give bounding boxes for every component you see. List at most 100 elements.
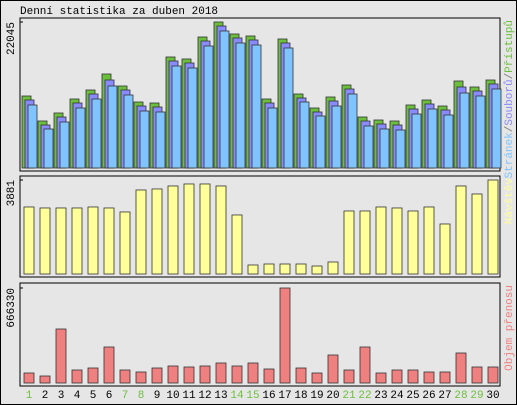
x-tick-label: 10 [166, 390, 179, 402]
x-tick-label: 29 [470, 390, 483, 402]
bar [183, 366, 195, 384]
x-tick-label: 1 [26, 390, 33, 402]
x-tick-label: 23 [374, 390, 387, 402]
bar [471, 366, 483, 384]
bar [71, 207, 83, 275]
bar [55, 328, 67, 384]
bar [343, 369, 355, 384]
legend: Stránek/Souborů/Přístupů [503, 20, 516, 178]
x-tick-label: 14 [230, 390, 244, 402]
bar [327, 261, 339, 275]
x-tick-label: 26 [422, 390, 435, 402]
bar [471, 193, 483, 275]
bar [87, 367, 99, 384]
panel [19, 175, 501, 278]
bar [135, 371, 147, 384]
chart-title: Denní statistika za duben 2018 [20, 6, 218, 18]
bar [347, 93, 358, 169]
bar [359, 346, 371, 384]
bar [439, 371, 451, 384]
bar [155, 111, 166, 169]
x-tick-label: 4 [74, 390, 81, 402]
bar [23, 372, 35, 384]
bar [119, 369, 131, 384]
x-tick-label: 16 [262, 390, 275, 402]
bar [331, 105, 342, 169]
bar [455, 185, 467, 275]
x-tick-label: 2 [42, 390, 49, 402]
x-tick-label: 11 [182, 390, 196, 402]
bar [151, 367, 163, 384]
bar [123, 94, 134, 169]
bar [75, 107, 86, 169]
bar [167, 365, 179, 384]
x-tick-label: 27 [438, 390, 451, 402]
bar [299, 101, 310, 169]
legend-separator: / [504, 73, 516, 80]
panel [19, 282, 501, 387]
bar [343, 210, 355, 275]
legend: Objem přenosu [504, 285, 516, 371]
bar [407, 210, 419, 275]
bar [39, 375, 51, 384]
bar [55, 207, 67, 275]
bar [135, 189, 147, 275]
bar [107, 85, 118, 169]
y-tick-label: 666330 [6, 288, 18, 328]
bar [235, 42, 246, 169]
bar [43, 128, 54, 169]
x-tick-label: 3 [58, 390, 65, 402]
bar [391, 369, 403, 384]
bar [215, 362, 227, 384]
bar [315, 115, 326, 169]
x-tick-label: 9 [154, 390, 161, 402]
bar [199, 365, 211, 384]
y-tick-label: 3881 [6, 180, 18, 207]
bar [167, 185, 179, 275]
bar [151, 188, 163, 275]
bar [267, 107, 278, 169]
bar [423, 371, 435, 384]
legend-entry: Souborů [503, 79, 516, 125]
bar [459, 92, 470, 169]
bar [407, 369, 419, 384]
bar [203, 45, 214, 169]
x-tick-label: 24 [390, 390, 404, 402]
bar [39, 207, 51, 275]
x-tick-label: 5 [90, 390, 97, 402]
x-tick-label: 12 [198, 390, 211, 402]
bar [475, 95, 486, 169]
x-tick-label: 7 [122, 390, 129, 402]
x-tick-label: 22 [358, 390, 371, 402]
legend: Návštěv [504, 178, 516, 225]
bar [311, 265, 323, 275]
bar [455, 352, 467, 384]
bar [87, 206, 99, 275]
bar [231, 365, 243, 384]
bar [363, 125, 374, 169]
bar [439, 223, 451, 275]
x-tick-label: 25 [406, 390, 419, 402]
x-tick-label: 21 [342, 390, 356, 402]
bar [119, 211, 131, 275]
bar [219, 30, 230, 169]
bar [183, 183, 195, 275]
bar [103, 346, 115, 384]
bar [171, 65, 182, 169]
x-tick-label: 15 [246, 390, 259, 402]
y-tick-label: 22045 [6, 22, 18, 55]
bar [359, 210, 371, 275]
x-tick-label: 19 [310, 390, 323, 402]
bar [231, 214, 243, 275]
bar [251, 44, 262, 169]
bar [427, 108, 438, 169]
bar [311, 372, 323, 384]
legend-entry: Stránek [504, 132, 516, 179]
legend-entry: Návštěv [504, 178, 516, 225]
bar [91, 98, 102, 169]
bar [375, 206, 387, 275]
bar [443, 114, 454, 169]
x-tick-label: 8 [138, 390, 145, 402]
bar [59, 121, 70, 169]
